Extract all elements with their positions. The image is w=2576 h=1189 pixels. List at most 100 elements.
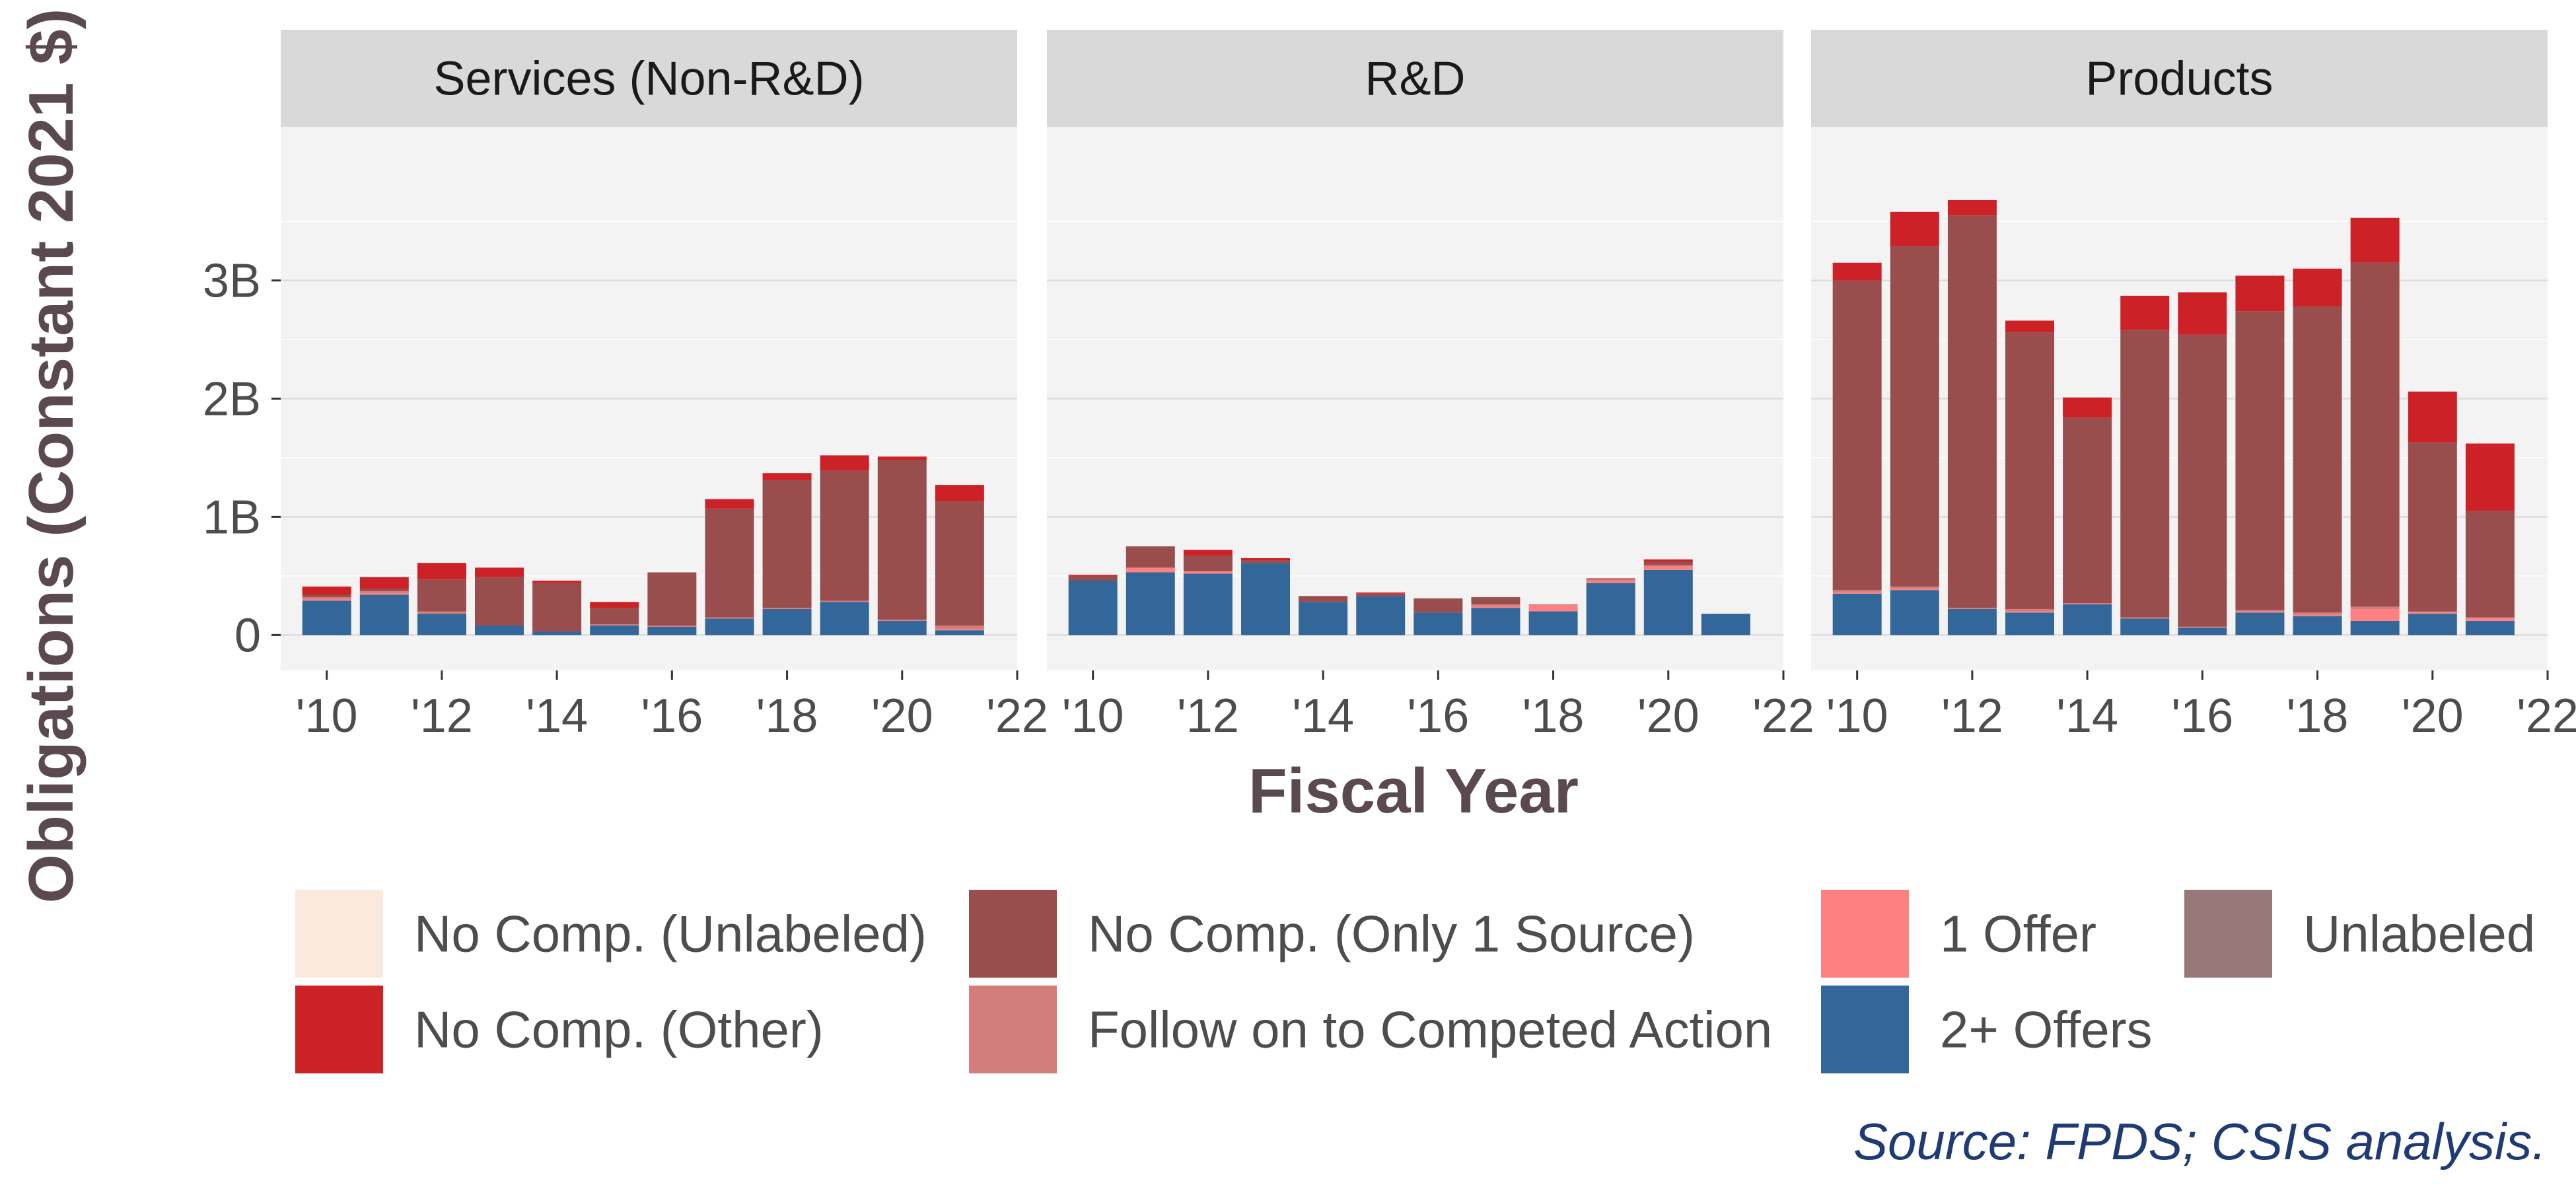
bar-segment [2408, 442, 2457, 612]
bar-segment [1586, 578, 1635, 580]
bar-segment [590, 602, 639, 608]
legend-swatch [966, 887, 1059, 980]
bar-segment [1643, 569, 1693, 635]
bar-segment [2063, 604, 2112, 635]
bar-segment [2350, 606, 2400, 609]
bar-segment [877, 620, 927, 621]
bar-segment [1356, 593, 1406, 596]
bar-segment [1832, 262, 1882, 281]
bar-segment [647, 626, 697, 635]
legend: No Comp. (Unlabeled) No Comp. (Only 1 Sou… [293, 887, 2535, 1076]
bar-segment [1643, 566, 1693, 570]
bar-segment [1068, 575, 1118, 576]
bar-segment [762, 473, 812, 480]
bar-segment [302, 597, 351, 600]
bar-segment [935, 630, 984, 635]
bar-segment [2178, 292, 2227, 335]
bar-segment [2350, 262, 2400, 607]
bar-segment [2350, 620, 2400, 635]
bar-segment [1832, 280, 1882, 591]
bar-segment [705, 617, 754, 619]
bar-segment [1643, 565, 1693, 567]
bar-segment [1586, 579, 1635, 581]
bar-segment [302, 586, 351, 595]
bar-segment [1947, 199, 1997, 216]
bar-segment [1832, 593, 1882, 635]
bar-segment [1586, 581, 1635, 583]
legend-label: 1 Offer [1940, 905, 2096, 963]
panel-strip [1047, 30, 1783, 127]
bar-segment [2235, 610, 2285, 612]
legend-label: Follow on to Competed Action [1088, 1001, 1772, 1059]
bar-segment [1528, 604, 1578, 606]
bar-segment [1299, 596, 1348, 602]
bar-segment [1471, 608, 1521, 635]
x-tick-label: '20 [871, 690, 933, 742]
bar-segment [2235, 275, 2285, 312]
legend-label: Unlabeled [2303, 905, 2535, 963]
x-tick-label: '18 [756, 690, 818, 742]
bar-segment [2235, 311, 2285, 610]
x-tick-label: '10 [1062, 690, 1124, 742]
bar-segment [1947, 608, 1997, 635]
y-axis-title: Obligations (Constant 2021 $) [16, 9, 87, 904]
bar-segment [1241, 560, 1291, 563]
bar-segment [532, 631, 582, 635]
legend-swatch [293, 983, 386, 1076]
bar-segment [1701, 614, 1750, 635]
legend-item: No Comp. (Only 1 Source) [966, 887, 1695, 980]
panel-title: Services (Non-R&D) [433, 53, 864, 106]
bar-segment [647, 626, 697, 627]
bar-segment [2465, 617, 2515, 619]
bar-segment [1183, 571, 1233, 574]
x-tick-label: '22 [986, 690, 1048, 742]
bar-segment [417, 611, 466, 614]
bar-segment [1126, 567, 1175, 573]
legend-swatch [293, 887, 386, 980]
bar-segment [2063, 417, 2112, 604]
x-tick-label: '14 [1292, 690, 1354, 742]
bar-segment [2120, 295, 2170, 330]
y-tick-label: 1B [203, 491, 261, 544]
bar-segment [2293, 612, 2342, 615]
bar-segment [1890, 586, 1939, 589]
bar-segment [302, 599, 351, 601]
source-note: Source: FPDS; CSIS analysis. [1853, 1112, 2546, 1171]
bar-segment [1643, 559, 1693, 562]
panel-strip [281, 30, 1017, 127]
bar-segment [1299, 602, 1348, 635]
legend-label: No Comp. (Only 1 Source) [1088, 905, 1695, 963]
bar-segment [935, 626, 984, 630]
panel-title: Products [2085, 53, 2273, 106]
bar-segment [1947, 608, 1997, 609]
bar-segment [1890, 211, 1939, 246]
legend-swatch [2182, 887, 2275, 980]
bar-segment [2005, 611, 2055, 613]
bar-segment [1832, 592, 1882, 594]
bar-segment [2408, 614, 2457, 635]
bar-segment [2465, 620, 2515, 635]
legend-item: No Comp. (Unlabeled) [293, 887, 927, 980]
bar-segment [820, 602, 869, 635]
bar-segment [2120, 617, 2170, 619]
x-tick-label: '18 [1522, 690, 1585, 742]
bar-segment [2293, 616, 2342, 635]
bar-segment [2350, 217, 2400, 263]
bar-segment [417, 563, 466, 580]
bar-segment [2005, 332, 2055, 609]
panel-strip [1811, 30, 2548, 127]
bar-segment [1183, 556, 1233, 571]
bar-segment [935, 629, 984, 631]
bar-segment [1471, 606, 1521, 608]
bar-segment [2063, 603, 2112, 604]
bar-segment [359, 593, 409, 595]
bar-segment [820, 470, 869, 601]
x-tick-label: '22 [1752, 690, 1814, 742]
bar-segment [762, 480, 812, 608]
bar-segment [705, 499, 754, 509]
bar-segment [1413, 612, 1463, 635]
bar-segment [877, 456, 927, 460]
bar-segment [2005, 612, 2055, 635]
bar-segment [705, 618, 754, 635]
